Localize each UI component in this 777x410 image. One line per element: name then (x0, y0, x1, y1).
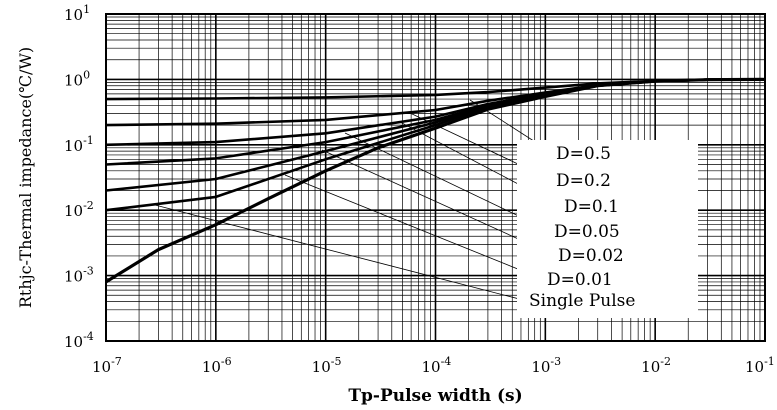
y-tick-label: 100 (64, 68, 90, 89)
legend-entry-d-0-5: D=0.5 (556, 144, 611, 164)
legend-entry-d-0-02: D=0.02 (558, 246, 624, 266)
legend-entry-d-0-1: D=0.1 (564, 197, 619, 217)
x-tick-labels: 10-7 10-6 10-5 10-4 10-3 10-2 10-1 (92, 355, 775, 376)
legend-entry-d-0-01: D=0.01 (547, 270, 613, 290)
y-tick-label: 10-4 (64, 330, 94, 351)
plot-frame (105, 13, 766, 342)
y-axis-label: Rthjc-Thermal impedance(℃/W) (16, 47, 35, 308)
x-tick-label: 10-5 (312, 355, 342, 376)
legend-box (517, 140, 698, 318)
legend-entry-single-pulse: Single Pulse (529, 291, 635, 311)
x-tick-label: 10-2 (641, 355, 671, 376)
x-tick-label: 10-4 (422, 355, 452, 376)
series-lines (105, 77, 766, 284)
x-tick-label: 10-3 (531, 355, 561, 376)
x-axis-label: Tp-Pulse width (s) (348, 386, 522, 406)
legend-leader-single-pulse (154, 204, 528, 302)
y-tick-label: 101 (64, 3, 90, 24)
legend-entry-d-0-05: D=0.05 (554, 222, 620, 242)
x-tick-label: 10-7 (92, 355, 122, 376)
legend-entry-d-0-2: D=0.2 (556, 171, 611, 191)
x-tick-label: 10-1 (745, 355, 775, 376)
legend: D=0.5 D=0.2 D=0.1 D=0.05 D=0.02 D=0.01Single … (529, 144, 635, 311)
series-line-single-pulse (105, 77, 766, 284)
y-tick-label: 10-2 (64, 199, 94, 220)
legend-leader-d-0-01 (284, 174, 546, 281)
y-tick-label: 10-1 (64, 134, 94, 155)
y-tick-label: 10-3 (64, 265, 94, 286)
x-tick-label: 10-6 (202, 355, 232, 376)
y-tick-labels: 101 100 10-1 10-2 10-3 10-4 (64, 3, 94, 351)
